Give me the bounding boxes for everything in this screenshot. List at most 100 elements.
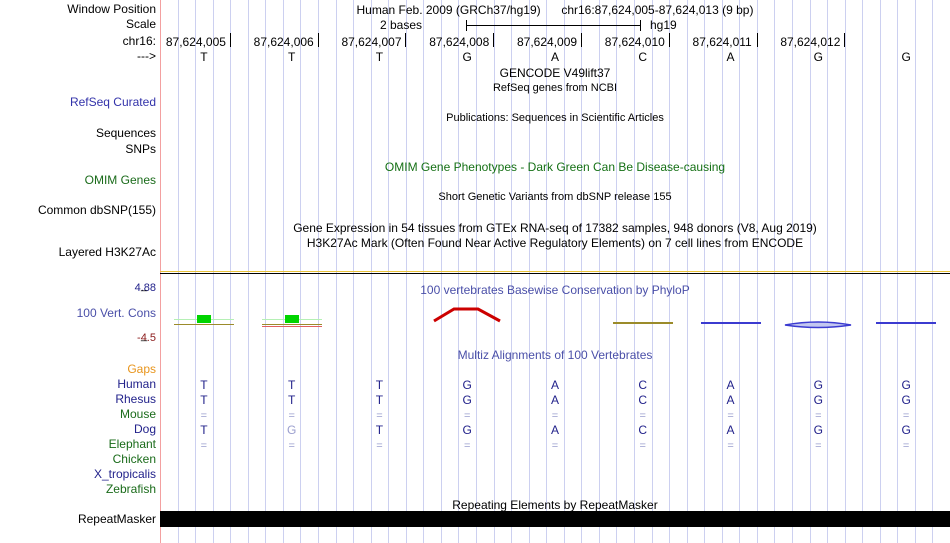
ruler-coordinate-label: 87,624,006 bbox=[253, 35, 314, 49]
ruler-tick bbox=[405, 33, 407, 47]
alignment-cell-mouse: = bbox=[551, 410, 559, 422]
track-label-gaps[interactable]: Gaps bbox=[127, 362, 156, 376]
alignment-cell-dog: G bbox=[462, 423, 472, 437]
alignment-cell-rhesus: G bbox=[901, 393, 911, 407]
alignment-cell-mouse: = bbox=[815, 410, 822, 422]
conservation-lower-line bbox=[173, 324, 234, 325]
separator-gold-line bbox=[160, 271, 950, 272]
alignment-cell-rhesus: C bbox=[638, 393, 648, 407]
ruler-tick bbox=[844, 33, 846, 47]
conservation-lower-line-red bbox=[261, 326, 322, 327]
ruler-coordinate-label: 87,624,007 bbox=[341, 35, 402, 49]
ruler-tick bbox=[493, 33, 495, 47]
ruler-coordinate-label: 87,624,011 bbox=[692, 35, 752, 49]
alignment-cell-human: C bbox=[638, 378, 648, 392]
cons-axis-min-tick: _ bbox=[141, 330, 148, 342]
alignment-cell-elephant: = bbox=[288, 440, 295, 452]
species-label-dog[interactable]: Dog bbox=[133, 422, 156, 436]
species-label-rhesus[interactable]: Rhesus bbox=[115, 392, 156, 406]
alignment-cell-human: T bbox=[287, 378, 296, 392]
alignment-cell-rhesus: A bbox=[726, 393, 735, 407]
alignment-cell-dog: T bbox=[375, 423, 384, 437]
track-title-gtex: Gene Expression in 54 tissues from GTEx … bbox=[293, 221, 817, 235]
track-label-refseq-curated[interactable]: RefSeq Curated bbox=[69, 95, 156, 109]
alignment-cell-elephant: = bbox=[815, 440, 822, 452]
alignment-cell-human: T bbox=[200, 378, 208, 392]
species-label-mouse[interactable]: Mouse bbox=[119, 407, 156, 421]
position-range[interactable]: chr16:87,624,005-87,624,013 (9 bp) bbox=[561, 3, 754, 17]
alignment-cell-elephant: = bbox=[551, 440, 559, 452]
track-label-snps[interactable]: SNPs bbox=[125, 142, 156, 156]
scale-bar bbox=[466, 25, 641, 26]
conservation-negative-lens bbox=[785, 321, 852, 329]
conservation-peak bbox=[433, 307, 501, 323]
alignment-cell-mouse: = bbox=[727, 410, 734, 422]
alignment-cell-rhesus: T bbox=[200, 393, 208, 407]
species-label-human[interactable]: Human bbox=[117, 377, 156, 391]
alignment-cell-human: A bbox=[550, 378, 559, 392]
species-label-elephant[interactable]: Elephant bbox=[108, 437, 156, 451]
scale-bar-left-tick bbox=[466, 20, 467, 31]
track-title-multiz: Multiz Alignments of 100 Vertebrates bbox=[457, 348, 653, 362]
alignment-cell-mouse: = bbox=[376, 410, 383, 422]
alignment-cell-human: G bbox=[462, 378, 472, 392]
reference-base: T bbox=[375, 50, 384, 64]
track-label-strand-arrow: ---> bbox=[137, 49, 156, 63]
alignment-cell-dog: G bbox=[813, 423, 823, 437]
reference-base: G bbox=[813, 50, 823, 64]
track-label-layered-h3k27ac[interactable]: Layered H3K27Ac bbox=[58, 245, 156, 259]
alignment-cell-mouse: = bbox=[639, 410, 646, 422]
track-label-repeatmasker[interactable]: RepeatMasker bbox=[77, 512, 156, 526]
scale-bar-right-tick bbox=[640, 20, 641, 31]
conservation-lower-line bbox=[261, 324, 322, 325]
track-title-gencode: GENCODE V49lift37 bbox=[499, 66, 611, 80]
track-title-phylop: 100 vertebrates Basewise Conservation by… bbox=[420, 283, 690, 297]
ruler-tick bbox=[756, 33, 758, 47]
track-label-sequences[interactable]: Sequences bbox=[95, 126, 156, 140]
alignment-cell-human: T bbox=[375, 378, 384, 392]
cons-axis-max-tick: _ bbox=[141, 280, 148, 292]
alignment-cell-elephant: = bbox=[902, 440, 910, 452]
track-label-chrom: chr16: bbox=[122, 34, 156, 48]
alignment-cell-dog: T bbox=[200, 423, 208, 437]
species-label-zebrafish[interactable]: Zebrafish bbox=[105, 482, 156, 496]
assembly-title: Human Feb. 2009 (GRCh37/hg19) bbox=[356, 3, 541, 17]
assembly-db-label: hg19 bbox=[650, 18, 677, 32]
track-title-repeats: Repeating Elements by RepeatMasker bbox=[452, 498, 658, 512]
alignment-cell-dog: G bbox=[901, 423, 911, 437]
alignment-cell-rhesus: A bbox=[550, 393, 559, 407]
alignment-cell-elephant: = bbox=[376, 440, 383, 452]
track-title-omim: OMIM Gene Phenotypes - Dark Green Can Be… bbox=[384, 160, 726, 174]
track-label-omim-genes[interactable]: OMIM Genes bbox=[84, 173, 156, 187]
track-label-scale[interactable]: Scale bbox=[125, 17, 156, 31]
alignment-cell-human: A bbox=[726, 378, 735, 392]
species-label-chicken[interactable]: Chicken bbox=[112, 452, 156, 466]
track-label-window-position[interactable]: Window Position bbox=[67, 2, 156, 16]
conservation-flat-line bbox=[612, 322, 673, 324]
species-label-x_tropicalis[interactable]: X_tropicalis bbox=[93, 467, 156, 481]
alignment-cell-elephant: = bbox=[727, 440, 734, 452]
scale-text: 2 bases bbox=[380, 18, 423, 32]
reference-base: C bbox=[638, 50, 648, 64]
reference-base: A bbox=[726, 50, 735, 64]
repeatmasker-bar[interactable] bbox=[160, 511, 950, 527]
alignment-cell-elephant: = bbox=[200, 440, 208, 452]
alignment-cell-rhesus: T bbox=[375, 393, 384, 407]
alignment-cell-rhesus: G bbox=[462, 393, 472, 407]
cons-axis-min-label: -4.5 bbox=[137, 332, 156, 344]
reference-base: A bbox=[550, 50, 559, 64]
track-label-common-dbsnp[interactable]: Common dbSNP(155) bbox=[37, 203, 156, 217]
reference-base: G bbox=[901, 50, 911, 64]
reference-base: T bbox=[287, 50, 296, 64]
ruler-tick bbox=[581, 33, 582, 47]
alignment-cell-human: G bbox=[813, 378, 823, 392]
alignment-cell-dog: A bbox=[550, 423, 559, 437]
alignment-cell-mouse: = bbox=[200, 410, 208, 422]
alignment-cell-mouse: = bbox=[902, 410, 910, 422]
alignment-cell-elephant: = bbox=[464, 440, 471, 452]
track-label-vert-cons[interactable]: 100 Vert. Cons bbox=[76, 306, 156, 320]
ruler-tick bbox=[229, 33, 231, 47]
alignment-cell-rhesus: G bbox=[813, 393, 823, 407]
alignment-cell-dog: A bbox=[726, 423, 735, 437]
